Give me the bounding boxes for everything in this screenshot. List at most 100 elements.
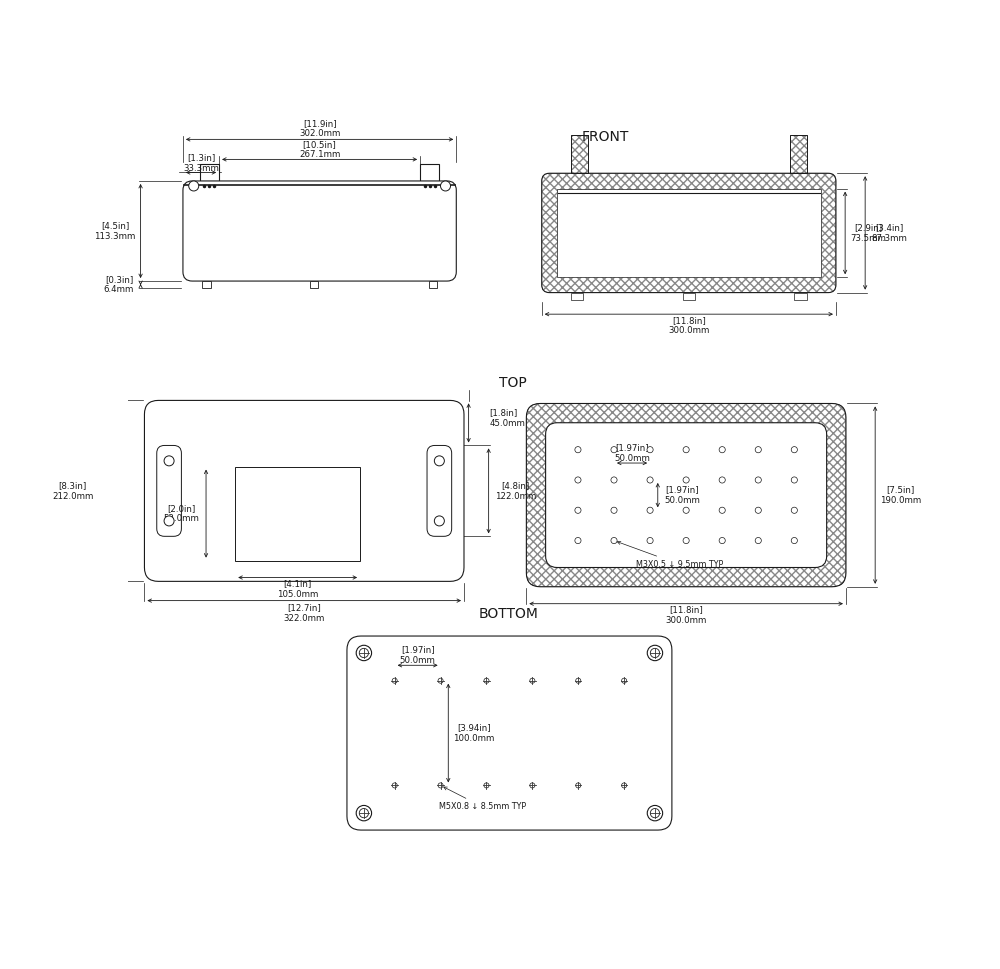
- Circle shape: [611, 447, 617, 453]
- Circle shape: [647, 477, 653, 484]
- Circle shape: [434, 455, 444, 466]
- Text: [1.97in]
50.0mm: [1.97in] 50.0mm: [400, 645, 436, 665]
- FancyBboxPatch shape: [157, 446, 181, 536]
- Circle shape: [647, 645, 663, 661]
- Text: BOTTOM: BOTTOM: [479, 608, 539, 621]
- Bar: [202, 281, 211, 288]
- Bar: [571, 135, 588, 173]
- Circle shape: [683, 507, 689, 514]
- Text: [11.8in]
300.0mm: [11.8in] 300.0mm: [665, 606, 707, 625]
- Circle shape: [647, 538, 653, 544]
- Circle shape: [438, 678, 443, 683]
- Bar: [683, 293, 695, 300]
- Bar: [310, 281, 318, 288]
- Bar: [790, 135, 807, 173]
- Text: [3.94in]
100.0mm: [3.94in] 100.0mm: [453, 723, 494, 743]
- Text: M3X0.5 ↓ 9.5mm TYP: M3X0.5 ↓ 9.5mm TYP: [617, 542, 723, 569]
- Text: [1.97in]
50.0mm: [1.97in] 50.0mm: [664, 485, 700, 505]
- Bar: [794, 293, 807, 300]
- FancyBboxPatch shape: [144, 400, 464, 581]
- Text: M5X0.8 ↓ 8.5mm TYP: M5X0.8 ↓ 8.5mm TYP: [439, 787, 526, 811]
- Circle shape: [755, 507, 761, 514]
- Text: FRONT: FRONT: [581, 130, 629, 144]
- Text: [0.3in]
6.4mm: [0.3in] 6.4mm: [104, 275, 134, 295]
- Circle shape: [359, 808, 369, 818]
- FancyBboxPatch shape: [526, 403, 846, 587]
- Circle shape: [755, 447, 761, 453]
- Bar: [571, 135, 588, 173]
- Text: [11.8in]
300.0mm: [11.8in] 300.0mm: [668, 316, 710, 335]
- Circle shape: [791, 477, 797, 484]
- Circle shape: [683, 477, 689, 484]
- Bar: [429, 281, 437, 288]
- FancyBboxPatch shape: [542, 173, 836, 293]
- Circle shape: [719, 477, 725, 484]
- Circle shape: [441, 181, 451, 191]
- Circle shape: [189, 181, 199, 191]
- Circle shape: [356, 805, 372, 821]
- Circle shape: [164, 455, 174, 466]
- Circle shape: [438, 783, 443, 788]
- Circle shape: [719, 447, 725, 453]
- Circle shape: [647, 805, 663, 821]
- Bar: [571, 293, 583, 300]
- Circle shape: [392, 783, 397, 788]
- Circle shape: [647, 507, 653, 514]
- Text: [10.5in]
267.1mm: [10.5in] 267.1mm: [299, 140, 340, 159]
- Circle shape: [622, 678, 627, 683]
- Circle shape: [650, 648, 660, 658]
- Bar: [420, 164, 439, 181]
- Circle shape: [683, 538, 689, 544]
- Circle shape: [611, 538, 617, 544]
- Circle shape: [622, 783, 627, 788]
- Text: [1.8in]
45.0mm: [1.8in] 45.0mm: [489, 409, 525, 428]
- Circle shape: [575, 507, 581, 514]
- Circle shape: [791, 447, 797, 453]
- Circle shape: [611, 507, 617, 514]
- Circle shape: [359, 648, 369, 658]
- Circle shape: [647, 447, 653, 453]
- Text: [2.9in]
73.5mm: [2.9in] 73.5mm: [850, 223, 886, 242]
- Circle shape: [791, 538, 797, 544]
- Bar: [790, 135, 807, 173]
- FancyBboxPatch shape: [183, 181, 456, 281]
- Circle shape: [356, 645, 372, 661]
- Circle shape: [719, 538, 725, 544]
- Text: [4.8in]
122.0mm: [4.8in] 122.0mm: [495, 482, 536, 501]
- Text: [8.3in]
212.0mm: [8.3in] 212.0mm: [52, 482, 94, 501]
- Text: [4.5in]
113.3mm: [4.5in] 113.3mm: [94, 221, 136, 240]
- Text: [4.1in]
105.0mm: [4.1in] 105.0mm: [277, 579, 318, 599]
- Circle shape: [650, 808, 660, 818]
- Text: [7.5in]
190.0mm: [7.5in] 190.0mm: [880, 485, 921, 505]
- Circle shape: [576, 678, 581, 683]
- Bar: [235, 467, 360, 561]
- Circle shape: [575, 447, 581, 453]
- Circle shape: [611, 477, 617, 484]
- Text: [12.7in]
322.0mm: [12.7in] 322.0mm: [284, 604, 325, 623]
- Circle shape: [530, 783, 535, 788]
- Text: [1.3in]
33.3mm: [1.3in] 33.3mm: [183, 153, 219, 172]
- Text: [2.0in]
52.0mm: [2.0in] 52.0mm: [163, 504, 199, 523]
- Circle shape: [791, 507, 797, 514]
- Circle shape: [392, 678, 397, 683]
- FancyBboxPatch shape: [347, 636, 672, 830]
- Circle shape: [719, 507, 725, 514]
- Circle shape: [434, 516, 444, 526]
- Circle shape: [575, 538, 581, 544]
- Circle shape: [683, 447, 689, 453]
- Circle shape: [755, 477, 761, 484]
- FancyBboxPatch shape: [546, 422, 827, 568]
- Text: [3.4in]
87.3mm: [3.4in] 87.3mm: [872, 223, 908, 242]
- Circle shape: [576, 783, 581, 788]
- Circle shape: [530, 678, 535, 683]
- Circle shape: [575, 477, 581, 484]
- Text: [1.97in]
50.0mm: [1.97in] 50.0mm: [614, 444, 650, 463]
- FancyBboxPatch shape: [427, 446, 452, 536]
- Bar: [200, 164, 219, 181]
- Circle shape: [164, 516, 174, 526]
- Text: [11.9in]
302.0mm: [11.9in] 302.0mm: [299, 119, 340, 139]
- Circle shape: [484, 783, 489, 788]
- Bar: [557, 189, 820, 277]
- Circle shape: [755, 538, 761, 544]
- Text: TOP: TOP: [499, 377, 526, 391]
